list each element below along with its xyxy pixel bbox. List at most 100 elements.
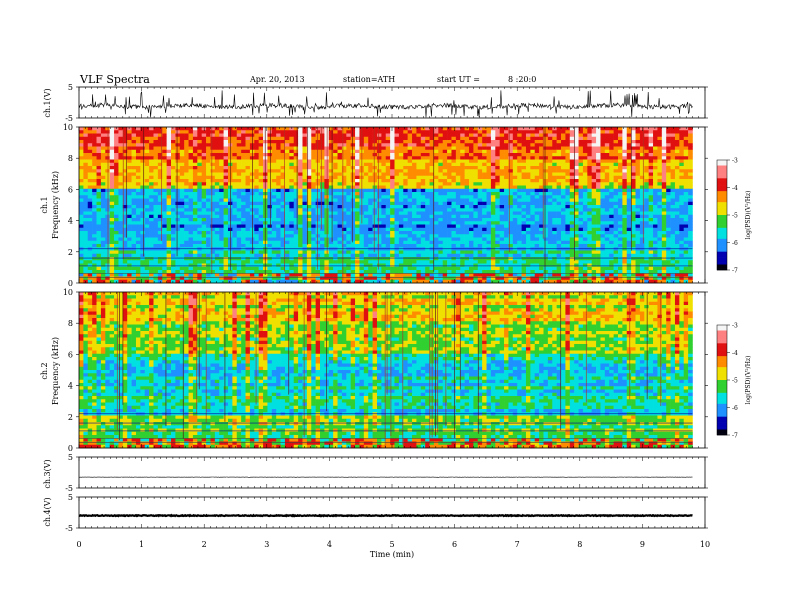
ch1-spec-cell [166, 214, 172, 219]
ch1-spec-cell [153, 153, 159, 157]
ch1-spec-cell [517, 169, 522, 173]
ch1-spec-cell [398, 185, 404, 190]
ch1-spec-cell [451, 149, 457, 154]
ch1-spec-cell [429, 188, 435, 193]
ch1-spec-cell [157, 234, 163, 238]
ch1-spec-cell [539, 130, 544, 134]
ch1-spec-cell [306, 175, 312, 180]
ch1-spec-cell [587, 172, 592, 177]
ch1-spec-cell [302, 208, 308, 212]
ch1-spec-cell [635, 188, 641, 193]
ch1-spec-cell [403, 175, 408, 180]
ch1-spec-cell [587, 185, 592, 190]
ch1-spec-cell [192, 185, 198, 190]
ch1-spec-cell [517, 156, 522, 160]
ch1-spec-cell [140, 227, 146, 232]
ch1-spec-cell [302, 192, 308, 196]
ch1-spec-cell [600, 214, 606, 219]
ch1-spec-cell [210, 133, 216, 138]
ch1-spec-cell [674, 153, 680, 157]
ch1-spec-cell [626, 159, 632, 164]
ch1-spec-cell [236, 136, 242, 141]
ch1-spec-cell [442, 136, 448, 141]
ch1-spec-cell [569, 218, 575, 222]
ch1-spec-cell [631, 146, 636, 151]
ch1-spec-cell [284, 130, 290, 134]
ch1-spec-cell [591, 227, 597, 232]
ch1-spec-cell [171, 156, 176, 160]
ch1-spec-cell [153, 224, 159, 229]
ch1-spec-cell [390, 162, 395, 167]
ch1-spec-cell [495, 214, 500, 219]
ch1-spec-cell [157, 198, 163, 203]
ch1-spec-cell [407, 208, 413, 212]
ch1-spec-cell [683, 188, 689, 193]
ch1-spec-cell [482, 227, 487, 232]
ch1-spec-cell [464, 143, 470, 147]
ch1-spec-cell [394, 153, 400, 157]
ch1-spec-cell [302, 162, 308, 167]
ch1-spec-cell [258, 136, 264, 141]
ch1-spec-cell [578, 156, 584, 160]
ch1-spec-cell [416, 221, 422, 225]
ch1-spec-cell [477, 188, 483, 193]
ch1-spec-cell [398, 166, 404, 170]
ch1-spec-cell [429, 153, 435, 157]
ch1-spec-cell [350, 231, 356, 235]
ch1-spec-cell [631, 153, 636, 157]
ch1-spec-cell [499, 198, 505, 203]
ch1-spec-cell [648, 172, 654, 177]
ch1-spec-cell [653, 201, 658, 206]
ch1-spec-cell [341, 149, 347, 154]
ch1-spec-cell [416, 185, 422, 190]
ch1-spec-cell [464, 133, 470, 138]
ch1-spec-cell [188, 159, 194, 164]
ch1-spec-cell [118, 156, 124, 160]
ch1-spec-cell [368, 224, 373, 229]
ch1-spec-cell [118, 198, 124, 203]
ch1-spec-cell [236, 192, 242, 196]
ch1-spec-cell [188, 195, 194, 199]
ch1-spec-cell [617, 159, 623, 164]
ch1-spec-cell [688, 185, 693, 190]
ch1-spec-cell [451, 159, 457, 164]
ch1-spec-cell [482, 149, 487, 154]
ch1-spec-cell [214, 127, 220, 131]
ch1-spec-cell [512, 143, 518, 147]
ch1-spec-cell [376, 227, 382, 232]
ch1-spec-cell [455, 201, 461, 206]
ch1-spec-cell [425, 143, 430, 147]
ch1-spec-cell [639, 156, 645, 160]
ch1-spec-cell [254, 172, 259, 177]
ch1-spec-cell [210, 179, 216, 183]
ch1-spec-cell [429, 156, 435, 160]
ch1-spec-cell [328, 195, 334, 199]
ch1-spec-cell [298, 153, 303, 157]
ch1-spec-cell [245, 195, 251, 199]
ch1-spec-cell [87, 140, 93, 144]
ch1-spec-cell [688, 205, 693, 209]
ch1-spec-cell [171, 169, 176, 173]
ch1-spec-cell [284, 218, 290, 222]
ch1-spec-cell [114, 133, 119, 138]
ch1-spec-cell [201, 231, 207, 235]
ch1-spec-cell [433, 140, 439, 144]
ch1-spec-cell [83, 166, 89, 170]
ch1-spec-cell [166, 205, 172, 209]
ch1-spec-cell [543, 201, 549, 206]
ch1-spec-cell [438, 133, 443, 138]
ch1-spec-cell [565, 205, 571, 209]
ch1-spec-cell [144, 179, 150, 183]
ch1-spec-cell [490, 218, 496, 222]
ch1-spec-cell [626, 136, 632, 141]
ch1-spec-cell [534, 214, 540, 219]
ch1-spec-cell [188, 127, 194, 131]
ch1-spec-cell [96, 237, 102, 242]
ch1-spec-cell [390, 208, 395, 212]
ch1-spec-cell [214, 169, 220, 173]
ch1-spec-cell [114, 153, 119, 157]
ch1-spec-cell [525, 221, 531, 225]
ch1-spec-cell [372, 140, 378, 144]
ch1-spec-cell [600, 140, 606, 144]
ch1-spec-cell [79, 146, 84, 151]
